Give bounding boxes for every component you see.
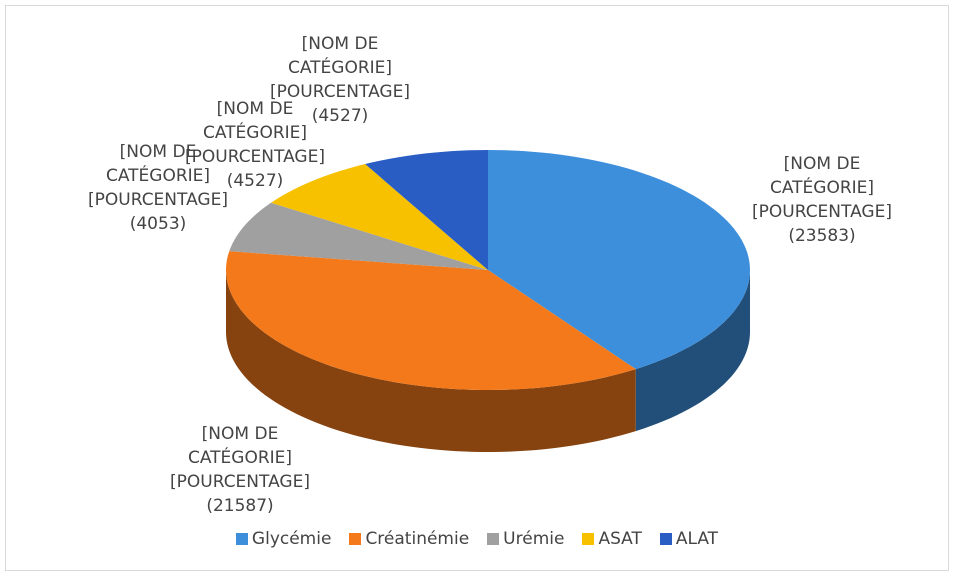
label-name: [NOM DE CATÉGORIE]: [202, 99, 308, 143]
data-label: [NOM DE CATÉGORIE] [POURCENTAGE] (23583): [747, 152, 897, 248]
legend-label: Urémie: [503, 529, 565, 549]
legend-label: Créatinémie: [365, 529, 470, 549]
slice-side: [226, 270, 636, 452]
data-label: [NOM DE CATÉGORIE] [POURCENTAGE] (4053): [83, 140, 233, 236]
slice: [226, 251, 636, 390]
label-name: [NOM DE CATÉGORIE]: [287, 34, 393, 78]
label-value: (4527): [311, 106, 369, 126]
legend-item: ALAT: [659, 529, 719, 549]
label-percent: [POURCENTAGE]: [752, 202, 892, 222]
label-name: [NOM DE CATÉGORIE]: [105, 142, 211, 186]
slice: [365, 150, 488, 270]
chart-border: [5, 5, 949, 571]
label-name: [NOM DE CATÉGORIE]: [769, 154, 875, 198]
legend-swatch: [235, 533, 248, 545]
legend-label: ALAT: [675, 529, 719, 549]
slice: [229, 202, 488, 270]
data-label: [NOM DE CATÉGORIE] [POURCENTAGE] (4527): [180, 97, 330, 193]
label-percent: [POURCENTAGE]: [270, 82, 410, 102]
label-percent: [POURCENTAGE]: [88, 190, 228, 210]
legend-label: Glycémie: [251, 529, 332, 549]
legend-label: ASAT: [598, 529, 642, 549]
label-percent: [POURCENTAGE]: [170, 472, 310, 492]
legend-item: Urémie: [487, 529, 564, 549]
label-value: (4527): [226, 171, 284, 191]
legend-swatch: [487, 533, 500, 545]
slice: [270, 164, 488, 270]
label-name: [NOM DE CATÉGORIE]: [187, 424, 293, 468]
legend: Glycémie Créatinémie Urémie ASAT ALAT: [0, 529, 954, 549]
label-value: (23583): [788, 226, 856, 246]
legend-item: Glycémie: [235, 529, 332, 549]
legend-swatch: [349, 533, 362, 545]
data-label: [NOM DE CATÉGORIE] [POURCENTAGE] (4527): [265, 32, 415, 128]
legend-swatch: [659, 533, 672, 545]
legend-item: Créatinémie: [349, 529, 469, 549]
legend-swatch: [582, 533, 595, 545]
legend-item: ASAT: [582, 529, 642, 549]
label-value: (21587): [206, 496, 274, 516]
slice-side: [635, 270, 750, 432]
label-value: (4053): [129, 214, 187, 234]
label-percent: [POURCENTAGE]: [185, 147, 325, 167]
slice: [488, 150, 750, 370]
data-label: [NOM DE CATÉGORIE] [POURCENTAGE] (21587): [165, 422, 315, 518]
